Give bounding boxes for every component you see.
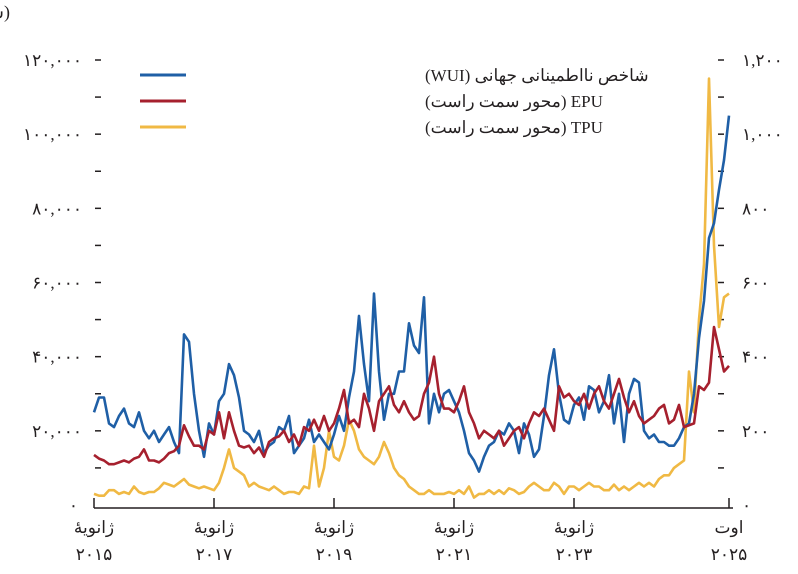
legend: شاخص نااطمینانی جهانی (WUI) EPU (محور سم… [140, 66, 649, 138]
x-tick-label-month: ژانویهٔ [314, 518, 354, 538]
x-tick-label-year: ۲۰۱۹ [316, 545, 353, 564]
left-y-tick-label: ۴۰,۰۰۰ [32, 348, 82, 367]
x-tick-label-month: ژانویهٔ [554, 518, 594, 538]
left-y-tick-label: ۸۰,۰۰۰ [32, 199, 82, 218]
legend-label-tpu: TPU (محور سمت راست) [425, 118, 603, 138]
left-y-tick-label: ۱۲۰,۰۰۰ [23, 51, 82, 70]
left-y-tick-label: ۰ [69, 496, 78, 515]
x-tick-label-month: ژانویهٔ [434, 518, 474, 538]
x-tick-label-year: ۲۰۲۵ [711, 545, 748, 564]
chart-title: (شاخص [0, 2, 10, 23]
left-y-tick-label: ۶۰,۰۰۰ [32, 274, 82, 293]
x-tick-label-year: ۲۰۲۱ [436, 545, 473, 564]
right-y-tick-label: ۲۰۰ [742, 422, 769, 441]
series-line-tpu [93, 77, 730, 499]
series-line-wui [92, 115, 731, 473]
x-tick-label-month: اوت [715, 518, 744, 538]
legend-label-wui: شاخص نااطمینانی جهانی (WUI) [425, 66, 649, 86]
x-tick-label-month: ژانویهٔ [194, 518, 234, 538]
x-tick-label-month: ژانویهٔ [74, 518, 114, 538]
left-y-tick-label: ۲۰,۰۰۰ [32, 422, 82, 441]
right-y-tick-label: ۱,۰۰۰ [742, 125, 783, 144]
right-y-tick-label: ۸۰۰ [742, 199, 769, 218]
right-y-tick-label: ۴۰۰ [742, 348, 769, 367]
left-y-tick-label: ۱۰۰,۰۰۰ [23, 125, 82, 144]
x-tick-label-year: ۲۰۲۳ [556, 545, 593, 564]
series-line-epu [93, 325, 730, 466]
x-tick-label-year: ۲۰۱۵ [76, 545, 113, 564]
x-tick-label-year: ۲۰۱۷ [196, 545, 233, 564]
right-y-tick-label: ۱,۲۰۰ [742, 51, 783, 70]
right-y-tick-label: ۰ [742, 496, 751, 515]
right-y-tick-label: ۶۰۰ [742, 274, 769, 293]
legend-label-epu: EPU (محور سمت راست) [425, 92, 603, 112]
